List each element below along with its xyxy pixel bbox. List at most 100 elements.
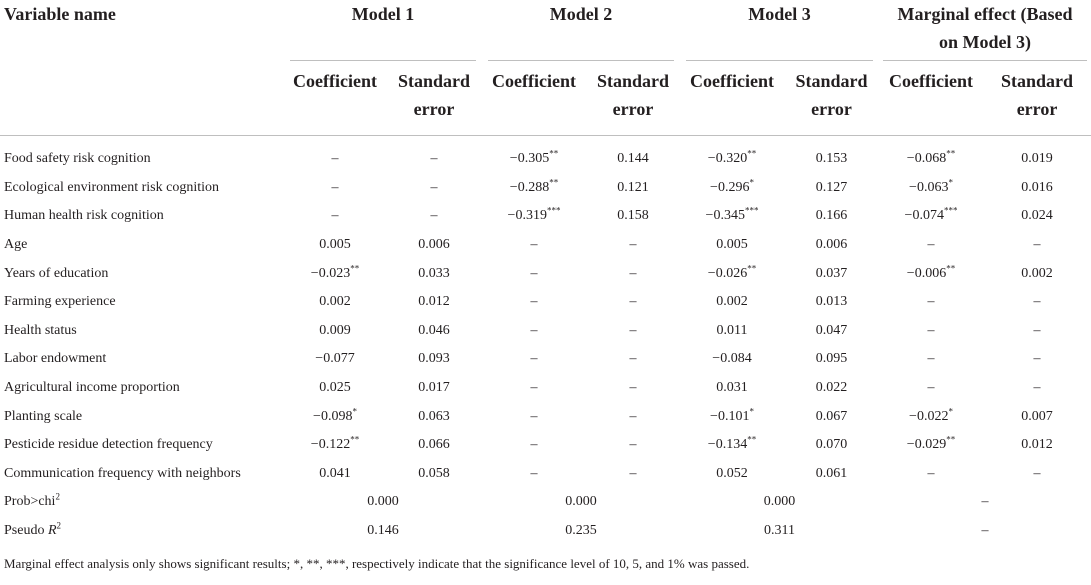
header-marginal-effect: Marginal effect (Based on Model 3) xyxy=(879,0,1091,61)
table-cell: 0.153 xyxy=(815,151,848,167)
cell-value: −0.305 xyxy=(509,151,550,167)
table-cell: – xyxy=(530,294,538,310)
marginal-label-line2: on Model 3) xyxy=(939,32,1031,52)
table-cell: 0.009 xyxy=(319,322,351,338)
table-cell: – xyxy=(927,294,935,310)
significance-stars: ** xyxy=(946,148,956,159)
table-cell: 0.031 xyxy=(716,380,748,396)
table-cell: – xyxy=(530,265,538,281)
table-cell: 0.022 xyxy=(815,380,848,396)
significance-stars: ** xyxy=(946,263,956,274)
table-cell: −0.134** xyxy=(680,431,784,460)
cell-value: −0.029 xyxy=(906,437,947,453)
table-cell: 0.007 xyxy=(1021,408,1053,424)
table-cell: – xyxy=(530,322,538,338)
significance-stars: * xyxy=(749,177,754,188)
table-cell: −0.098* xyxy=(284,402,386,431)
table-cell: – xyxy=(1033,380,1041,396)
table-cell: −0.074*** xyxy=(879,202,983,231)
summary-value: 0.000 xyxy=(367,494,399,510)
significance-stars: ** xyxy=(350,263,360,274)
se-label-1: Standard xyxy=(795,71,868,91)
table-cell: – xyxy=(1033,237,1041,253)
significance-stars: ** xyxy=(747,263,757,274)
col-me-coef: Coefficient xyxy=(889,71,973,91)
summary-label-text: Pseudo xyxy=(4,523,48,539)
table-cell: −0.296* xyxy=(680,174,784,203)
table-cell: 0.005 xyxy=(716,237,748,253)
summary-row: Prob>chi2 0.000 0.000 0.000 – xyxy=(0,488,1091,517)
table-cell: 0.033 xyxy=(418,265,450,281)
cell-value: −0.074 xyxy=(904,208,944,224)
summary-label: Prob>chi2 xyxy=(0,488,284,517)
table-cell: −0.320** xyxy=(680,145,784,174)
significance-stars: ** xyxy=(549,148,559,159)
table-cell: – xyxy=(927,351,935,367)
significance-stars: * xyxy=(948,405,953,416)
col-me-se: Standard error xyxy=(983,61,1091,135)
se-label-2: error xyxy=(413,99,455,119)
summary-value: 0.000 xyxy=(763,494,796,510)
table-cell: – xyxy=(629,351,637,367)
significance-stars: *** xyxy=(546,205,561,216)
table-cell: 0.013 xyxy=(815,294,848,310)
table-cell: 0.063 xyxy=(418,408,450,424)
table-cell: 0.061 xyxy=(815,465,848,481)
table-cell: – xyxy=(629,322,637,338)
header-model-1: Model 1 xyxy=(284,0,482,61)
col-m1-coef: Coefficient xyxy=(293,71,377,91)
table-cell: – xyxy=(530,351,538,367)
table-cell: – xyxy=(1033,322,1041,338)
row-label: Farming experience xyxy=(4,294,116,310)
cell-value: −0.296 xyxy=(710,179,750,195)
table-cell: −0.068** xyxy=(879,145,983,174)
table-row: Communication frequency with neighbors 0.… xyxy=(0,460,1091,489)
col-m2-coef: Coefficient xyxy=(492,71,576,91)
row-label: Human health risk cognition xyxy=(4,208,164,224)
summary-value: – xyxy=(981,494,989,510)
cell-value: −0.022 xyxy=(909,408,949,424)
table-cell: – xyxy=(530,237,538,253)
summary-value: 0.235 xyxy=(565,523,597,539)
table-cell: −0.345*** xyxy=(680,202,784,231)
table-cell: – xyxy=(430,151,438,167)
table-cell: 0.041 xyxy=(319,465,351,481)
row-label: Age xyxy=(4,237,28,253)
table-cell: −0.029** xyxy=(879,431,983,460)
header-model-2: Model 2 xyxy=(482,0,680,61)
table-cell: −0.305** xyxy=(482,145,586,174)
se-label-2: error xyxy=(1016,99,1058,119)
significance-stars: * xyxy=(749,405,754,416)
table-cell: – xyxy=(1033,465,1041,481)
significance-stars: * xyxy=(352,405,357,416)
se-label-1: Standard xyxy=(596,71,670,91)
row-label: Ecological environment risk cognition xyxy=(4,179,220,195)
summary-label-sup: 2 xyxy=(55,491,60,502)
cell-value: −0.134 xyxy=(707,437,748,453)
significance-stars: ** xyxy=(549,177,559,188)
row-label: Labor endowment xyxy=(4,351,107,367)
table-row: Pesticide residue detection frequency −0.… xyxy=(0,431,1091,460)
table-cell: 0.144 xyxy=(617,151,649,167)
spacer-row xyxy=(0,135,1091,145)
marginal-label-line1: Marginal effect (Based xyxy=(897,4,1073,24)
col-m3-se: Standard error xyxy=(784,61,879,135)
cell-value: −0.026 xyxy=(707,265,748,281)
cell-value: −0.319 xyxy=(507,208,547,224)
summary-value: 0.000 xyxy=(565,494,597,510)
row-label: Food safety risk cognition xyxy=(4,151,151,167)
table-row: Ecological environment risk cognition – – −… xyxy=(0,174,1091,203)
table-row: Labor endowment −0.077 0.093 – – −0.084 0.095 –… xyxy=(0,345,1091,374)
table-cell: 0.093 xyxy=(418,351,450,367)
table-cell: −0.063* xyxy=(879,174,983,203)
cell-value: −0.288 xyxy=(509,179,550,195)
cell-value: −0.063 xyxy=(909,179,949,195)
table-cell: – xyxy=(430,208,438,224)
cell-value: −0.098 xyxy=(313,408,353,424)
table-cell: 0.070 xyxy=(815,437,848,453)
table-cell: – xyxy=(629,294,637,310)
table-cell: −0.077 xyxy=(315,351,355,367)
table-row: Farming experience 0.002 0.012 – – 0.002 0.013… xyxy=(0,288,1091,317)
row-label: Planting scale xyxy=(4,408,83,424)
summary-label-sup: 2 xyxy=(56,520,62,531)
